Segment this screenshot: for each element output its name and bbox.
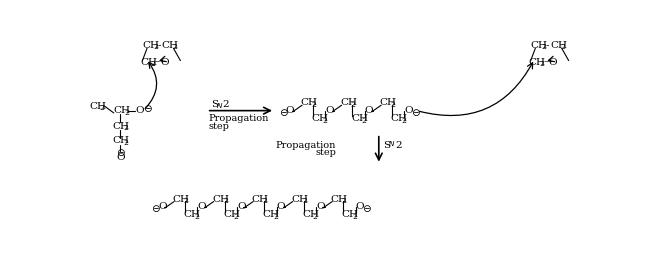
Text: CH: CH [301,98,318,108]
Text: CH: CH [114,106,131,115]
Text: 2: 2 [124,109,130,117]
Text: CH: CH [252,195,269,204]
Text: 2: 2 [151,61,156,68]
Text: CH: CH [89,102,106,110]
Text: 2: 2 [173,44,177,51]
Text: 2: 2 [223,198,228,205]
Text: CH: CH [331,195,348,204]
Text: 2: 2 [351,101,355,109]
Text: 2: 2 [540,61,544,68]
Text: O: O [237,202,246,211]
Text: -: - [545,41,549,50]
Text: 2: 2 [561,44,566,51]
Text: 2: 2 [222,100,229,109]
Text: 2: 2 [263,198,267,205]
Text: CH: CH [223,210,240,219]
Text: CH: CH [311,114,328,123]
Text: 2: 2 [395,141,402,150]
Text: 2: 2 [273,213,278,221]
Text: CH: CH [531,41,547,50]
Text: CH: CH [342,210,359,219]
Text: $\ominus$: $\ominus$ [279,107,289,118]
Text: -: - [157,41,161,50]
Text: 2: 2 [342,198,346,205]
Text: O: O [116,153,124,162]
Text: CH: CH [351,114,368,123]
Text: step: step [315,149,336,157]
Text: CH: CH [291,195,308,204]
Text: step: step [209,122,229,130]
Text: S: S [211,100,218,109]
Text: CH: CH [391,114,407,123]
Text: $\ominus$: $\ominus$ [116,147,126,158]
Text: O: O [404,106,413,115]
Text: CH: CH [140,58,157,67]
Text: 2: 2 [234,213,239,221]
Text: CH: CH [302,210,319,219]
Text: CH: CH [173,195,189,204]
Text: O: O [325,106,334,115]
Text: CH: CH [528,58,545,67]
Text: 2: 2 [352,213,357,221]
Text: Propagation: Propagation [209,114,269,123]
Text: 2: 2 [361,117,367,125]
Text: CH: CH [340,98,357,108]
Text: O: O [136,106,144,115]
Text: 2: 2 [154,44,158,51]
Text: 2: 2 [322,117,327,125]
Text: O: O [365,106,373,115]
Text: $_N$: $_N$ [388,139,395,149]
Text: CH: CH [379,98,397,108]
Text: O: O [158,202,167,211]
Text: 2: 2 [401,117,406,125]
Text: S: S [383,141,390,150]
Text: CH: CH [183,210,201,219]
Text: 2: 2 [313,213,318,221]
Text: CH: CH [112,122,129,130]
Text: CH: CH [263,210,279,219]
Text: CH: CH [142,41,160,50]
Text: –: – [155,58,160,67]
Text: O: O [197,202,206,211]
Text: –: – [543,58,548,67]
Text: O: O [277,202,285,211]
Text: CH: CH [550,41,567,50]
Text: 2: 2 [100,104,105,112]
Text: 2: 2 [195,213,199,221]
Text: 2: 2 [302,198,307,205]
Text: CH: CH [162,41,179,50]
Text: $\ominus$: $\ominus$ [151,203,161,214]
Text: 2: 2 [311,101,316,109]
Text: O: O [549,58,557,67]
Text: $\ominus$: $\ominus$ [143,103,153,114]
Text: 2: 2 [391,101,395,109]
Text: 2: 2 [123,124,128,132]
Text: CH: CH [112,136,129,145]
Text: O: O [286,106,295,115]
Text: $\ominus$: $\ominus$ [410,107,420,118]
Text: O: O [355,202,364,211]
Text: O: O [316,202,324,211]
Text: O: O [160,58,169,67]
Text: 2: 2 [123,139,128,147]
Text: Propagation: Propagation [276,141,336,150]
Text: 2: 2 [183,198,189,205]
Text: CH: CH [213,195,229,204]
Text: 2: 2 [542,44,546,51]
Text: $\ominus$: $\ominus$ [361,203,371,214]
Text: $_N$: $_N$ [216,101,223,111]
